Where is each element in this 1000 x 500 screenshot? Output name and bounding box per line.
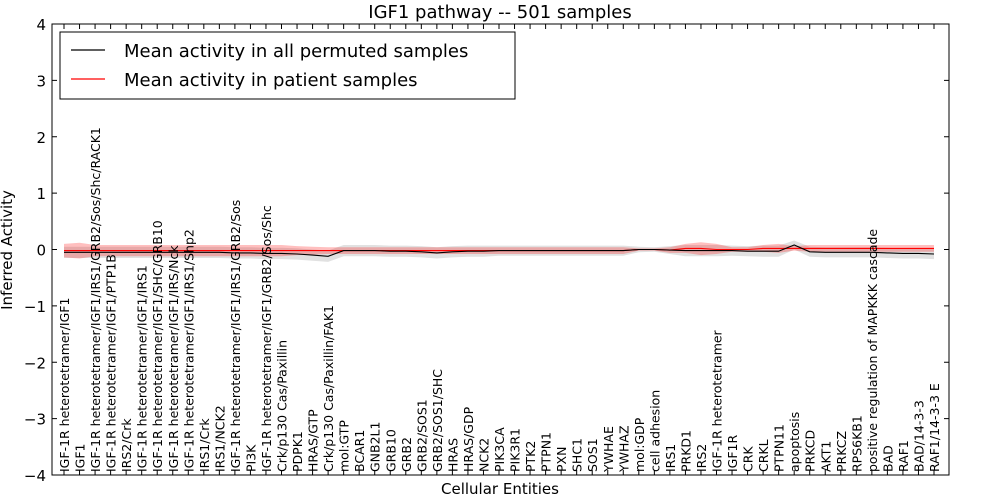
x-tick-labels: IGF-1R heterotetramer/IGF1 IGF1 IGF-1R het… (57, 127, 942, 473)
y-axis-label: Inferred Activity (0, 190, 16, 310)
x-tick-label: GRB2/SOS1/SHC (430, 369, 445, 472)
x-tick-label: SHC1 (570, 438, 585, 472)
x-tick-label: IGF-1R heterotetramer/IGF1/IRS/Nck (166, 245, 181, 472)
x-tick-label: YWHAE (601, 426, 616, 473)
x-axis-label: Cellular Entities (441, 480, 559, 498)
x-tick-label: positive regulation of MAPKKK cascade (865, 229, 880, 472)
x-tick-label: IGF-1R heterotetramer/IGF1/GRB2/Sos/Shc (259, 205, 274, 472)
y-tick-labels: 4 3 2 1 0 −1 −2 −3 −4 (24, 16, 46, 485)
legend-label-permuted: Mean activity in all permuted samples (124, 41, 468, 62)
x-tick-label: AKT1 (818, 441, 833, 472)
chart-title: IGF1 pathway -- 501 samples (368, 2, 631, 23)
y-tick-label: −4 (24, 467, 46, 485)
x-tick-label: HRAS/GDP (461, 406, 476, 472)
x-tick-label: IGF-1R heterotetramer/IGF1/IRS1/GRB2/Sos… (88, 127, 103, 472)
series-lines (64, 244, 935, 257)
x-tick-label: IGF-1R heterotetramer/IGF1/IRS1 (135, 265, 150, 472)
series-line-permuted (64, 244, 935, 257)
axis-ticks (52, 23, 949, 476)
x-tick-label: IRS2 (694, 444, 709, 472)
x-tick-label: IRS1/NCK2 (212, 405, 227, 472)
x-tick-label: CRKL (756, 439, 771, 472)
x-tick-label: IGF-1R heterotetramer/IGF1/IRS1/Shp2 (181, 229, 196, 472)
legend-box (59, 31, 516, 100)
y-tick-label: 2 (36, 129, 46, 147)
y-tick-label: −2 (24, 354, 46, 372)
x-tick-label: GRB2/SOS1 (414, 399, 429, 472)
x-tick-label: PRKD1 (678, 430, 693, 472)
legend-label-patient: Mean activity in patient samples (124, 70, 418, 91)
x-tick-label: PXN (554, 447, 569, 472)
x-tick-label: Crk/p130 Cas/Paxillin (275, 340, 290, 472)
y-tick-label: 1 (36, 185, 46, 203)
x-tick-label: PTPN1 (539, 432, 554, 472)
x-tick-label: BAD/14-3-3 (911, 400, 926, 472)
x-tick-label: IRS1/Crk (197, 418, 212, 472)
x-tick-label: RAF1/14-3-3 E (927, 383, 942, 472)
plot-area-frame (51, 23, 950, 476)
x-tick-label: GNB2L1 (368, 422, 383, 472)
legend: Mean activity in all permuted samples Me… (59, 31, 516, 100)
x-tick-label: IRS1 (663, 444, 678, 472)
x-tick-label: IGF-1R heterotetramer (710, 329, 725, 472)
x-tick-label: NCK2 (476, 438, 491, 472)
x-tick-label: PDPK1 (290, 431, 305, 472)
y-tick-label: −3 (24, 411, 46, 429)
x-tick-label: IGF-1R heterotetramer/IGF1 (57, 298, 72, 472)
x-tick-label: IGF-1R heterotetramer/IGF1/SHC/GRB10 (150, 220, 165, 472)
x-tick-label: PIK3CA (492, 427, 507, 472)
x-tick-label: PI3K (243, 444, 258, 472)
x-tick-label: CRK (741, 446, 756, 472)
x-tick-label: IGF1 (73, 443, 88, 472)
x-tick-label: PTPN11 (772, 424, 787, 472)
x-tick-label: PTK2 (523, 441, 538, 472)
x-tick-label: HRAS/GTP (306, 409, 321, 472)
x-tick-label: SOS1 (585, 438, 600, 472)
x-tick-label: apoptosis (787, 412, 802, 472)
x-tick-label: PRKCD (803, 430, 818, 472)
y-tick-label: 3 (36, 72, 46, 90)
x-tick-label: PRKCZ (834, 431, 849, 472)
x-tick-label: PIK3R1 (508, 428, 523, 472)
x-tick-label: IGF-1R heterotetramer/IGF1/PTP1B (104, 254, 119, 472)
x-tick-label: RPS6KB1 (849, 415, 864, 472)
x-tick-label: GRB10 (383, 429, 398, 472)
x-tick-label: BCAR1 (352, 430, 367, 472)
x-tick-label: IGF-1R heterotetramer/IGF1/IRS1/GRB2/Sos (228, 200, 243, 472)
x-tick-label: BAD (880, 445, 895, 472)
x-tick-label: Crk/p130 Cas/Paxillin/FAK1 (321, 305, 336, 472)
y-tick-label: 4 (36, 16, 46, 34)
x-tick-label: mol:GTP (337, 420, 352, 472)
y-tick-label: −1 (24, 298, 46, 316)
x-tick-label: IGF1R (725, 434, 740, 472)
x-tick-label: IRS2/Crk (119, 418, 134, 472)
band-permuted (64, 240, 934, 262)
y-tick-label: 0 (36, 242, 46, 260)
x-tick-label: HRAS (445, 438, 460, 472)
x-tick-label: cell adhesion (647, 390, 662, 472)
x-tick-label: mol:GDP (632, 417, 647, 472)
x-tick-label: YWHAZ (616, 425, 631, 473)
x-tick-label: GRB2 (399, 437, 414, 472)
x-tick-label: RAF1 (896, 440, 911, 472)
